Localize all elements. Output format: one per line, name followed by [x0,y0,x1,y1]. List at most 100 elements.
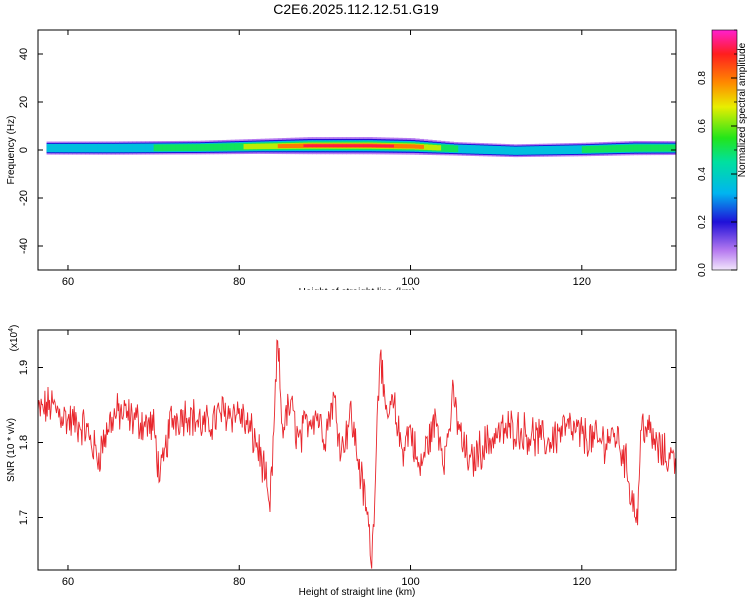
spectrogram-cell [222,143,228,151]
spectrogram-cell [299,143,305,148]
spectrogram-cell [577,145,583,154]
top-y-tick-label: 40 [18,48,30,60]
spectrogram-cell [119,143,125,153]
spectrogram-cell [132,143,138,153]
spectrogram-cell [547,145,553,155]
bottom-y-axis-label: SNR (10 * v/v) [6,418,17,482]
spectrogram-cell [376,144,382,148]
colorbar-tick-label: 0.8 [697,71,708,85]
spectrogram-cell [654,144,660,152]
spectrogram-cell [80,143,86,153]
spectrogram-cell [273,143,279,149]
spectrogram-cell [294,143,300,148]
bottom-x-tick-label: 80 [233,576,245,588]
spectrogram-cell [204,143,210,151]
spectrogram-cell [123,143,129,153]
bottom-y-tick-label: 1.9 [18,360,30,375]
spectrogram-cell [414,144,420,149]
spectrogram-cell [76,143,82,153]
top-y-tick-label: -40 [18,238,30,254]
spectrogram-cell [247,143,253,150]
spectrogram-cell [290,143,296,148]
spectrogram-cell [487,145,493,155]
spectrogram-cell [521,146,527,155]
spectrogram-cell [564,145,570,155]
spectrogram-cell [55,143,61,153]
spectrogram-cell [611,145,617,153]
spectrogram-cell [380,144,386,148]
spectrogram-cell [551,145,557,155]
top-x-tick-label: 100 [401,276,419,288]
spectrogram-cell [543,145,549,155]
top-y-tick-label: -20 [18,190,30,206]
spectrogram-cell [658,144,664,152]
spectrogram-cell [46,143,52,153]
spectrogram-cell [431,144,437,151]
bottom-x-tick-label: 100 [401,576,419,588]
spectrogram-cell [192,144,198,152]
spectrogram-cell [526,146,532,155]
spectrogram-cell [256,143,262,150]
spectrogram-cell [157,144,163,152]
spectrogram-cell [607,145,613,153]
spectrogram-cell [384,144,390,148]
spectrogram-cell [453,145,459,153]
top-x-axis-label: Height of straight line (km) [299,287,416,290]
spectrogram-cell [324,144,330,148]
spectrogram-cell [474,145,480,154]
spectrogram-cell [329,144,335,148]
spectrogram-cell [410,144,416,149]
spectrogram-cell [556,145,561,155]
spectrogram-cell [50,143,56,153]
spectrogram-cell [500,146,506,155]
spectrogram-cell [573,145,579,154]
spectrogram-cell [67,143,73,153]
spectrogram-cell [594,145,600,153]
spectrogram-cell [624,144,630,152]
spectrogram-cell [312,144,317,148]
spectrogram-cell [59,143,65,153]
colorbar-tick-label: 0.2 [697,215,708,229]
spectrogram-cell [461,144,467,154]
spectrogram-cell [367,144,373,148]
spectrogram-cell [616,145,621,153]
spectrogram-cell [85,143,90,153]
spectrogram-cell [397,144,403,149]
spectrogram-cell [230,143,236,151]
spectrogram-cell [620,144,626,152]
figure-title: C2E6.2025.112.12.51.G19 [273,1,439,17]
spectrogram-cell [530,146,536,155]
colorbar-label: Normalized spectral amplitude [737,42,748,177]
top-y-tick-label: 20 [18,96,30,108]
spectrogram-cell [106,143,112,153]
spectrogram-cell [457,144,463,154]
spectrogram-cell [217,143,223,151]
y-scale-note: (x104) [8,325,20,352]
spectrogram-cell [371,144,377,148]
spectrogram-cell [196,144,202,152]
spectrogram-cell [504,146,510,155]
spectrogram-cell [517,146,523,155]
spectrogram-cell [419,144,424,149]
spectrogram-cell [350,144,356,148]
top-y-axis-label: Frequency (Hz) [6,116,17,185]
snr-chart: 60 80 100 120 1.7 1.8 1.9 Height of straight li… [6,325,677,598]
spectrogram-cell [470,145,476,154]
spectrogram-cell [110,143,116,153]
spectrogram-cell [483,145,489,154]
spectrogram-cell [179,144,185,152]
top-x-tick-label: 80 [233,276,245,288]
spectrogram-cell [303,144,309,148]
spectrogram-cell [568,145,574,155]
bottom-x-tick-label: 60 [62,576,74,588]
spectrogram-cell [393,144,399,149]
spectrogram-cell [145,143,150,153]
snr-series-line [38,339,676,569]
spectrogram-cell [513,146,519,155]
spectrogram-cell [491,145,497,155]
spectrogram-cell [170,144,176,152]
spectrogram-cell [650,144,656,152]
bottom-y-tick-label: 1.7 [18,510,30,525]
bottom-x-tick-label: 120 [573,576,591,588]
